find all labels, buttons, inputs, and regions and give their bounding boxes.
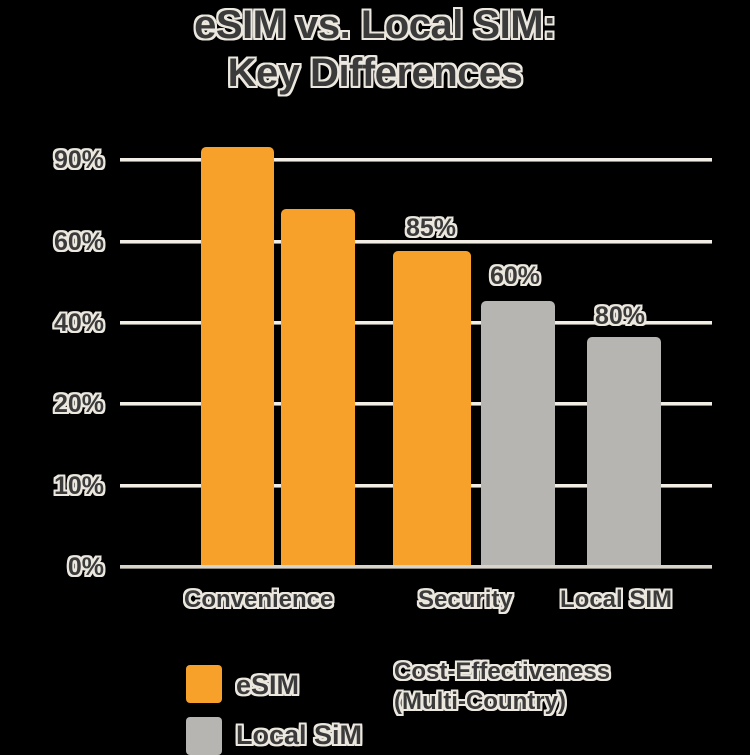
legend-label: Local SiM <box>236 720 363 750</box>
bar-esim-3 <box>393 251 471 567</box>
legend-label: eSIM <box>236 670 300 700</box>
legend-swatch-local-sim <box>186 717 222 755</box>
bar-local-sim-2 <box>587 337 661 567</box>
gridline <box>120 240 712 244</box>
x-axis-label: Convenience <box>184 586 334 613</box>
chart-title-line-2: Key Differences <box>227 51 523 95</box>
y-tick-label: 20% <box>53 390 104 418</box>
bar-esim-1 <box>201 147 274 567</box>
bar-local-sim-1 <box>481 301 555 567</box>
bar-value-label: 85% <box>405 214 457 242</box>
x-axis-label: Security <box>418 586 513 613</box>
y-tick-label: 90% <box>53 146 104 174</box>
x-axis-baseline <box>120 565 712 569</box>
x-axis-label: Local SIM <box>560 586 673 613</box>
annotation-line-2: (Multi-Country) <box>394 688 566 715</box>
y-tick-label: 10% <box>53 472 104 500</box>
y-tick-label: 60% <box>53 228 104 256</box>
bar-value-label: 60% <box>489 262 541 290</box>
bar-esim-2 <box>281 209 355 567</box>
annotation-line-1: Cost-Effectiveness <box>394 658 611 685</box>
y-tick-label: 40% <box>53 309 104 337</box>
bar-value-label: 80% <box>594 302 646 330</box>
gridline <box>120 158 712 162</box>
chart-title-line-1: eSIM vs. Local SIM: <box>194 3 556 47</box>
y-tick-label: 0% <box>67 553 104 581</box>
legend-swatch-esim <box>186 665 222 703</box>
